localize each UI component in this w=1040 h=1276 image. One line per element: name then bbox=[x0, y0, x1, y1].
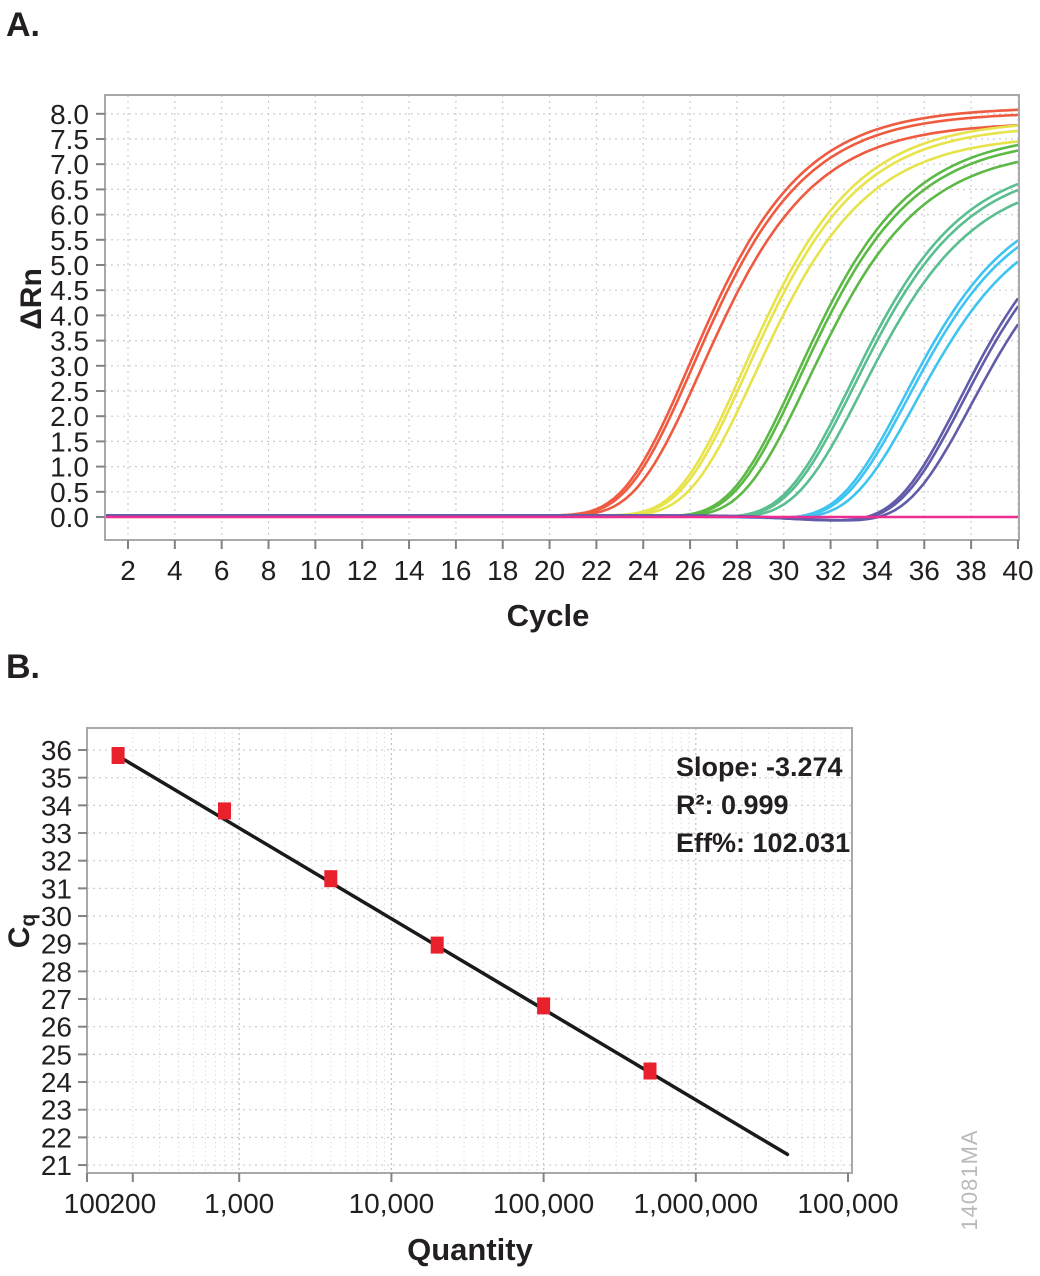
standard-curve-x-axis-title: Quantity bbox=[407, 1232, 533, 1267]
cycle-tick-label: 28 bbox=[721, 555, 752, 586]
standard-curve-plot-border bbox=[86, 727, 853, 1174]
cycle-tick-label: 18 bbox=[487, 555, 518, 586]
drn-tick-label: 3.5 bbox=[50, 326, 89, 357]
standard-point bbox=[537, 997, 551, 1015]
standard-point bbox=[218, 802, 231, 820]
cycle-tick-label: 24 bbox=[628, 555, 659, 586]
cq-tick-label: 36 bbox=[41, 735, 72, 766]
cycle-tick-label: 12 bbox=[347, 555, 378, 586]
cycle-tick-label: 4 bbox=[167, 555, 183, 586]
cycle-tick-label: 10 bbox=[300, 555, 331, 586]
cq-tick-label: 27 bbox=[41, 984, 72, 1015]
drn-tick-label: 1.5 bbox=[50, 426, 89, 457]
cycle-tick-label: 8 bbox=[261, 555, 277, 586]
drn-tick-label: 4.0 bbox=[50, 300, 89, 331]
drn-tick-label: 5.0 bbox=[50, 250, 89, 281]
drn-tick-label: 0.5 bbox=[50, 477, 89, 508]
cq-tick-label: 24 bbox=[41, 1067, 72, 1098]
standard-point bbox=[324, 870, 338, 888]
standard-curve-y-axis-title: Cq bbox=[3, 891, 41, 971]
standard-curve-stats: Slope: -3.274 R²: 0.999 Eff%: 102.031 bbox=[676, 748, 850, 862]
stat-efficiency: Eff%: 102.031 bbox=[676, 828, 851, 858]
cq-tick-label: 21 bbox=[41, 1150, 72, 1181]
standard-curve-axes: 100 200 1,000 10,000 100,000 1,000,000 100,000… bbox=[41, 735, 899, 1219]
amplification-grid bbox=[105, 95, 1019, 540]
curve-red bbox=[105, 124, 1019, 517]
drn-tick-label: 2.5 bbox=[50, 376, 89, 407]
cq-label-main: C bbox=[3, 926, 36, 949]
cq-tick-label: 31 bbox=[41, 873, 72, 904]
cq-tick-label: 28 bbox=[41, 956, 72, 987]
cq-label-sub: q bbox=[17, 913, 40, 927]
curve-cyan bbox=[105, 260, 1019, 520]
cq-tick-label: 29 bbox=[41, 929, 72, 960]
standard-curve-points bbox=[111, 747, 657, 1080]
standard-point bbox=[643, 1062, 657, 1080]
standard-point bbox=[430, 936, 444, 954]
amplification-y-axis-title: ΔRn bbox=[15, 268, 48, 330]
cycle-tick-label: 26 bbox=[675, 555, 706, 586]
cycle-tick-label: 22 bbox=[581, 555, 612, 586]
cycle-tick-label: 14 bbox=[393, 555, 424, 586]
cq-tick-label: 32 bbox=[41, 846, 72, 877]
cq-tick-label: 35 bbox=[41, 763, 72, 794]
standard-curve-grid bbox=[87, 728, 852, 1173]
cycle-tick-label: 34 bbox=[862, 555, 893, 586]
amplification-axes: 2 4 6 8 10 12 14 16 18 20 22 24 26 28 30 32 34 36 38 408.07… bbox=[50, 99, 1033, 586]
quantity-tick-label: 100 bbox=[64, 1188, 111, 1219]
cq-tick-label: 22 bbox=[41, 1122, 72, 1153]
cycle-tick-label: 30 bbox=[768, 555, 799, 586]
panel-a-label: A. bbox=[6, 6, 40, 44]
cycle-tick-label: 40 bbox=[1002, 555, 1033, 586]
cycle-tick-label: 36 bbox=[909, 555, 940, 586]
quantity-tick-label: 1,000,000 bbox=[634, 1188, 759, 1219]
standard-point bbox=[111, 747, 125, 764]
cq-tick-label: 23 bbox=[41, 1095, 72, 1126]
cycle-tick-label: 20 bbox=[534, 555, 565, 586]
drn-tick-label: 4.5 bbox=[50, 275, 89, 306]
stat-r-squared: R²: 0.999 bbox=[676, 790, 789, 820]
cq-tick-label: 30 bbox=[41, 901, 72, 932]
cycle-tick-label: 2 bbox=[120, 555, 136, 586]
drn-tick-label: 5.5 bbox=[50, 225, 89, 256]
quantity-tick-label: 1,000 bbox=[204, 1188, 274, 1219]
figure-id-watermark: 14081MA bbox=[957, 1129, 982, 1231]
drn-tick-label: 8.0 bbox=[50, 99, 89, 130]
regression-line bbox=[114, 752, 790, 1157]
curve-purple bbox=[105, 305, 1019, 522]
drn-tick-label: 6.5 bbox=[50, 174, 89, 205]
quantity-tick-label: 200 bbox=[109, 1188, 156, 1219]
cycle-tick-label: 38 bbox=[956, 555, 987, 586]
cycle-tick-label: 32 bbox=[815, 555, 846, 586]
cq-tick-label: 25 bbox=[41, 1039, 72, 1070]
cq-tick-label: 34 bbox=[41, 790, 72, 821]
drn-tick-label: 7.5 bbox=[50, 124, 89, 155]
drn-tick-label: 1.0 bbox=[50, 452, 89, 483]
quantity-tick-label: 100,000 bbox=[797, 1188, 898, 1219]
drn-tick-label: 6.0 bbox=[50, 200, 89, 231]
drn-tick-label: 2.0 bbox=[50, 401, 89, 432]
stat-slope: Slope: -3.274 bbox=[676, 752, 843, 782]
cq-tick-label: 26 bbox=[41, 1012, 72, 1043]
curve-cyan bbox=[105, 239, 1019, 520]
amplification-x-axis-title: Cycle bbox=[506, 598, 590, 633]
quantity-tick-label: 10,000 bbox=[349, 1188, 435, 1219]
amplification-plot-border bbox=[104, 94, 1020, 541]
quantity-tick-label: 100,000 bbox=[493, 1188, 594, 1219]
drn-tick-label: 3.0 bbox=[50, 351, 89, 382]
drn-tick-label: 7.0 bbox=[50, 149, 89, 180]
cq-tick-label: 33 bbox=[41, 818, 72, 849]
panel-b-label: B. bbox=[6, 648, 40, 686]
cycle-tick-label: 16 bbox=[440, 555, 471, 586]
drn-tick-label: 0.0 bbox=[50, 502, 89, 533]
curve-cyan bbox=[105, 245, 1019, 520]
cycle-tick-label: 6 bbox=[214, 555, 230, 586]
